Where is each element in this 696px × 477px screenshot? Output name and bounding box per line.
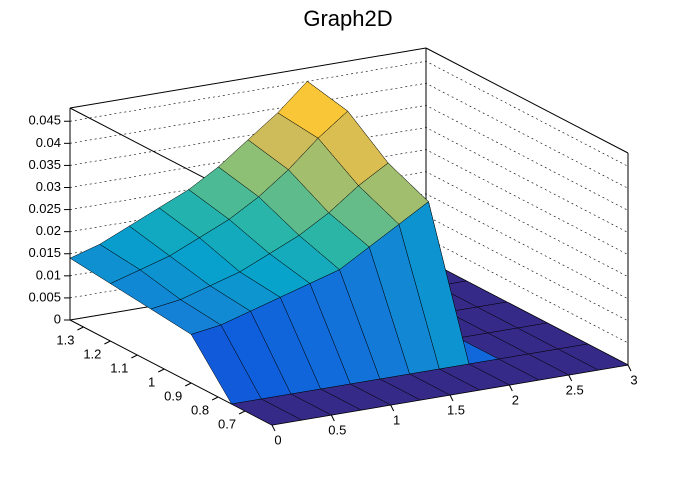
x-tick-label: 0	[274, 432, 281, 447]
x-tick	[508, 384, 513, 392]
grid-line	[69, 127, 629, 233]
grid-line	[69, 82, 629, 189]
x-tick	[390, 404, 395, 412]
y-tick	[131, 354, 138, 359]
z-tick-label: 0.01	[36, 267, 61, 282]
x-tick	[449, 394, 454, 402]
y-tick-label: 1.1	[110, 360, 128, 375]
x-tick-label: 1.5	[447, 402, 465, 417]
y-tick	[184, 382, 192, 387]
z-tick-label: 0.005	[28, 289, 61, 304]
z-tick-label: 0.02	[36, 223, 61, 238]
x-tick-label: 0.5	[328, 422, 346, 437]
z-tick-label: 0.03	[36, 179, 61, 194]
x-tick	[627, 364, 632, 372]
y-tick-label: 1	[148, 374, 155, 389]
x-tick	[568, 374, 573, 382]
grid-line	[69, 60, 629, 167]
chart-title: Graph2D	[303, 6, 392, 31]
y-tick-label: 0.8	[191, 402, 209, 417]
box-edge	[69, 47, 427, 109]
x-tick-label: 1	[393, 412, 400, 427]
y-tick-label: 0.9	[164, 388, 182, 403]
grid-line	[69, 105, 629, 211]
box-edge	[425, 47, 629, 154]
z-tick-label: 0.015	[28, 245, 61, 260]
z-tick-label: 0.025	[28, 201, 61, 216]
x-tick-label: 2	[512, 392, 519, 407]
y-tick	[104, 340, 111, 345]
y-tick	[211, 396, 219, 401]
y-tick-label: 0.7	[218, 416, 236, 431]
z-tick-label: 0.04	[36, 135, 61, 150]
y-tick	[77, 326, 84, 331]
y-tick-label: 1.3	[56, 332, 74, 347]
x-tick-label: 2.5	[566, 382, 584, 397]
y-tick	[238, 410, 246, 415]
z-tick-label: 0.045	[28, 113, 61, 128]
x-tick-label: 3	[630, 372, 637, 387]
y-tick-label: 1.2	[83, 346, 101, 361]
z-tick-label: 0	[54, 311, 61, 326]
z-tick-label: 0.035	[28, 157, 61, 172]
x-tick	[330, 414, 335, 422]
surface-cell	[230, 398, 303, 426]
y-tick	[158, 368, 165, 373]
x-tick	[271, 424, 276, 432]
